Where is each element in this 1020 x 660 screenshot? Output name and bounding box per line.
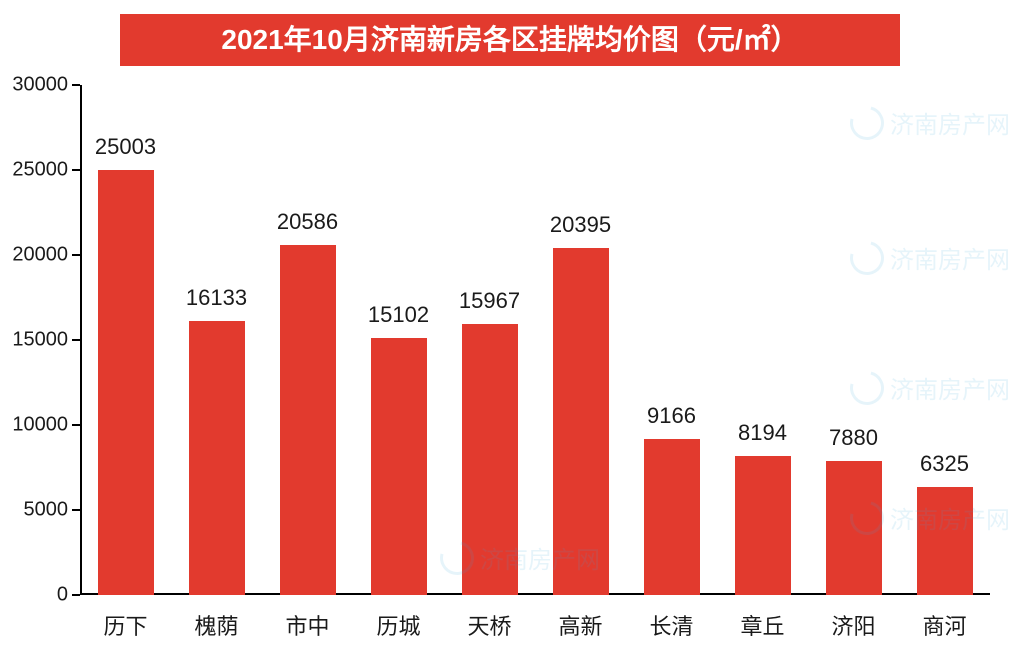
x-category-label: 历下 (103, 609, 147, 641)
x-category-label: 济阳 (831, 609, 875, 641)
y-tick-label: 30000 (0, 74, 68, 97)
bar (98, 170, 154, 595)
bar (735, 456, 791, 595)
bar (371, 338, 427, 595)
y-tick-label: 25000 (0, 159, 68, 182)
x-category-label: 高新 (558, 609, 602, 641)
bar (553, 248, 609, 595)
bar-value-label: 7880 (829, 425, 878, 451)
y-tick-mark (72, 509, 80, 511)
bar-value-label: 9166 (647, 403, 696, 429)
chart-title: 2021年10月济南新房各区挂牌均价图（元/㎡） (120, 14, 900, 66)
x-category-label: 长清 (649, 609, 693, 641)
bar (917, 487, 973, 595)
y-tick-label: 0 (0, 584, 68, 607)
y-tick-mark (72, 169, 80, 171)
x-category-label: 商河 (922, 609, 966, 641)
bar-value-label: 15967 (459, 288, 520, 314)
x-category-label: 市中 (285, 609, 329, 641)
bar-value-label: 20586 (277, 209, 338, 235)
y-axis (80, 85, 82, 595)
chart-title-text: 2021年10月济南新房各区挂牌均价图（元/㎡） (221, 24, 798, 55)
y-tick-mark (72, 339, 80, 341)
bar (280, 245, 336, 595)
bar-value-label: 16133 (186, 285, 247, 311)
y-tick-label: 20000 (0, 244, 68, 267)
x-category-label: 天桥 (467, 609, 511, 641)
bar (189, 321, 245, 595)
y-tick-mark (72, 424, 80, 426)
chart-plot-area: 05000100001500020000250003000025003历下161… (80, 85, 990, 595)
bar-value-label: 6325 (920, 451, 969, 477)
bar (644, 439, 700, 595)
bar-value-label: 20395 (550, 212, 611, 238)
y-tick-mark (72, 254, 80, 256)
bar-value-label: 25003 (95, 134, 156, 160)
x-category-label: 历城 (376, 609, 420, 641)
bar (826, 461, 882, 595)
y-tick-mark (72, 594, 80, 596)
y-tick-label: 5000 (0, 499, 68, 522)
y-tick-label: 15000 (0, 329, 68, 352)
x-category-label: 槐荫 (194, 609, 238, 641)
x-category-label: 章丘 (740, 609, 784, 641)
y-tick-mark (72, 84, 80, 86)
bar-value-label: 15102 (368, 302, 429, 328)
bar (462, 324, 518, 595)
y-tick-label: 10000 (0, 414, 68, 437)
bar-value-label: 8194 (738, 420, 787, 446)
